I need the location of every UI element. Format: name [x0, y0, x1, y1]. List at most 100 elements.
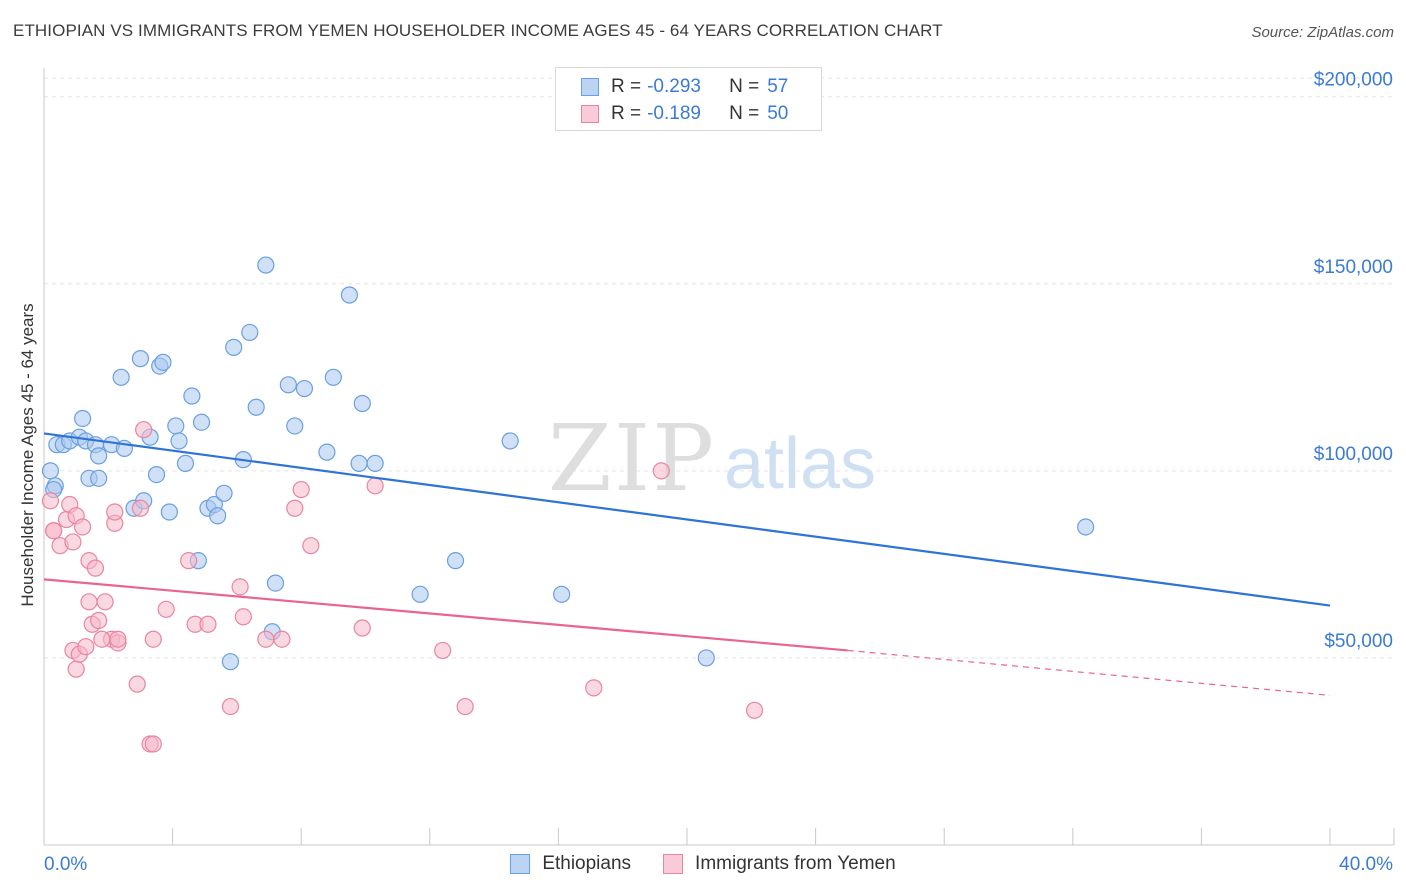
- y-tick-label: $100,000: [1314, 444, 1393, 465]
- ethiopian-point: [176, 454, 195, 472]
- watermark-atlas: atlas: [724, 424, 876, 504]
- yemen-point: [221, 697, 240, 716]
- legend-item-ethiopians[interactable]: Ethiopians: [510, 853, 631, 875]
- legend-row-yemen: R = -0.189 N = 50: [581, 102, 788, 126]
- ethiopian-point: [167, 417, 185, 435]
- ethiopian-point: [366, 454, 384, 472]
- legend-r-label: R =: [611, 103, 642, 124]
- ethiopian-point: [73, 409, 92, 428]
- ethiopian-point: [225, 338, 243, 356]
- yemen-point: [157, 600, 175, 618]
- yemen-point: [131, 499, 150, 517]
- yemen-point: [234, 608, 252, 626]
- ethiopian-point: [340, 286, 359, 304]
- y-tick-label: $50,000: [1324, 631, 1393, 652]
- ethiopian-point: [112, 368, 130, 386]
- legend-swatch-pink: [581, 105, 599, 123]
- yemen-point: [366, 477, 384, 495]
- yemen-point: [67, 660, 85, 678]
- legend-swatch-pink: [663, 854, 684, 874]
- ethiopian-point: [353, 394, 371, 413]
- trend-layer: [43, 432, 1331, 696]
- legend-row-ethiopians: R = -0.293 N = 57: [581, 75, 788, 99]
- yemen-point: [180, 552, 198, 570]
- yemen-point: [199, 615, 217, 633]
- yemen-trend-extension: [847, 649, 1331, 696]
- yemen-point: [585, 679, 603, 697]
- yemen-point: [353, 619, 371, 637]
- yemen-point: [745, 701, 764, 719]
- ethiopian-point: [350, 454, 368, 472]
- y-axis-label: Householder Income Ages 45 - 64 years: [18, 303, 37, 607]
- yemen-point: [257, 630, 275, 648]
- yemen-point: [109, 630, 127, 648]
- grid-layer: [44, 77, 1394, 659]
- yemen-point: [96, 593, 114, 611]
- watermark: ZIP atlas: [548, 405, 876, 512]
- ethiopian-point: [183, 387, 201, 405]
- ethiopian-point: [154, 353, 172, 371]
- stats-legend: R = -0.293 N = 57 R = -0.189 N = 50: [555, 67, 822, 131]
- y-tick-label: $150,000: [1314, 257, 1393, 278]
- yemen-point: [302, 537, 320, 555]
- ethiopian-point: [131, 350, 150, 368]
- legend-n-label: N =: [729, 103, 760, 124]
- ethiopian-point: [209, 507, 227, 525]
- watermark-zip: ZIP: [548, 405, 716, 512]
- yemen-point: [292, 480, 310, 499]
- ethiopian-point: [241, 323, 259, 342]
- series-layer: [41, 256, 1095, 753]
- yemen-point: [77, 638, 95, 656]
- yemen-point: [652, 462, 670, 480]
- ethiopian-point: [247, 398, 265, 416]
- yemen-point: [231, 578, 249, 596]
- ethiopian-point: [1077, 518, 1095, 536]
- series-legend: Ethiopians Immigrants from Yemen: [0, 853, 1406, 875]
- ethiopian-point: [553, 585, 571, 603]
- legend-n-value: 50: [767, 103, 789, 124]
- ethiopian-point: [286, 417, 304, 435]
- ethiopian-point: [257, 256, 275, 274]
- legend-label-yemen: Immigrants from Yemen: [695, 853, 896, 874]
- legend-r-value: -0.293: [647, 76, 701, 97]
- yemen-point: [93, 630, 111, 648]
- ethiopian-point: [279, 376, 297, 394]
- ethiopian-point: [41, 462, 60, 480]
- legend-swatch-blue: [510, 854, 531, 874]
- legend-n-label: N =: [729, 76, 760, 97]
- ethiopian-point: [221, 653, 240, 671]
- ethiopian-point: [170, 432, 188, 450]
- yemen-point: [456, 697, 474, 716]
- yemen-trend-line: [43, 578, 848, 652]
- tick-label-layer: $50,000 $100,000 $150,000 $200,000 0.0% 40.0%: [44, 70, 1393, 875]
- x-tick-label-min: 0.0%: [44, 854, 87, 875]
- ethiopian-point: [147, 465, 166, 484]
- ethiopian-point: [446, 552, 465, 570]
- ethiopian-point: [192, 413, 211, 431]
- ethiopian-point: [324, 368, 342, 386]
- yemen-point: [273, 630, 291, 648]
- ethiopian-point: [266, 574, 285, 592]
- y-tick-label: $200,000: [1314, 70, 1393, 91]
- yemen-point: [90, 611, 108, 630]
- yemen-point: [64, 533, 82, 551]
- ethiopian-trend-line: [43, 432, 1331, 607]
- chart-title: ETHIOPIAN VS IMMIGRANTS FROM YEMEN HOUSE…: [13, 21, 943, 40]
- yemen-point: [286, 499, 304, 517]
- legend-item-yemen[interactable]: Immigrants from Yemen: [663, 853, 896, 875]
- axis-layer: [43, 68, 1395, 846]
- ethiopian-point: [215, 484, 233, 502]
- yemen-point: [41, 492, 60, 510]
- yemen-point: [106, 503, 124, 521]
- legend-swatch-blue: [581, 78, 599, 96]
- yemen-point: [135, 421, 153, 439]
- yemen-point: [144, 630, 162, 648]
- ethiopian-point: [697, 649, 715, 667]
- ethiopian-point: [411, 585, 429, 603]
- legend-r-label: R =: [611, 76, 642, 97]
- ethiopian-point: [90, 469, 108, 487]
- yemen-point: [128, 675, 146, 693]
- ethiopian-point: [90, 447, 108, 465]
- yemen-point: [73, 518, 92, 536]
